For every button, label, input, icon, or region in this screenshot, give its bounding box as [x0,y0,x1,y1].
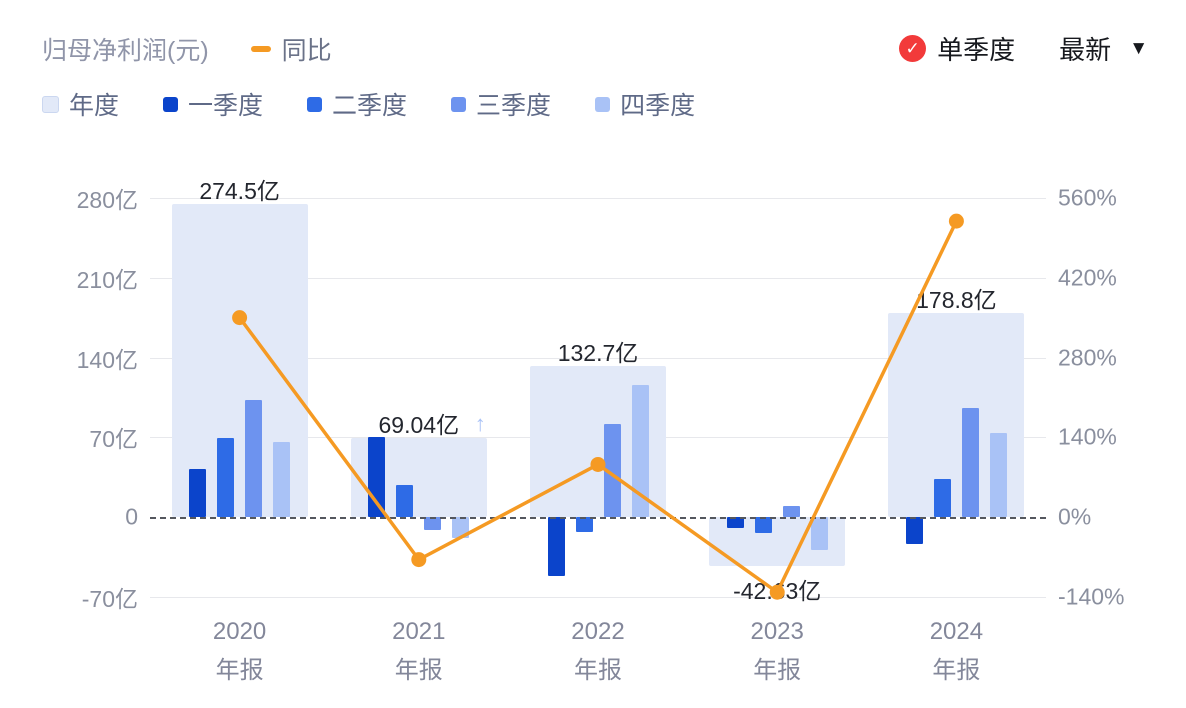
gridline [150,596,1046,598]
y-axis-label-left: 210亿 [76,266,138,293]
quarter-bar[interactable] [989,432,1007,517]
latest-dropdown[interactable]: 最新 ▼ [1059,30,1148,67]
quarter-bar[interactable] [961,407,979,517]
latest-label: 最新 [1059,35,1112,65]
quarter-bar[interactable] [905,517,923,545]
zero-line [150,517,1046,519]
y-axis-label-right: 560% [1058,184,1117,211]
legend-q2[interactable]: 二季度 [307,86,407,122]
y-axis-label-left: 70亿 [89,426,138,453]
chart-header: 归母净利润(元) 同比 ✓ 单季度 最新 ▼ [42,30,1148,67]
y-axis-label-right: 140% [1058,423,1117,450]
x-axis-period-label: 年报 [753,657,802,684]
chart-title: 归母净利润(元) [42,36,209,65]
q1-swatch [163,96,179,112]
annual-value-label: 69.04亿 [378,412,460,439]
y-axis-label-left: 280亿 [76,187,138,213]
legend-annual-label: 年度 [69,92,120,120]
annual-swatch [42,95,59,113]
x-axis-year-label: 2021 [392,618,446,645]
quarter-bar[interactable] [782,505,800,517]
x-axis-year-label: 2020 [212,618,267,645]
legend-q3-label: 三季度 [476,92,552,120]
legend-q4-label: 四季度 [620,92,696,120]
annual-value-label: 132.7亿 [557,339,639,366]
x-axis-period-label: 年报 [932,657,981,684]
quarter-bar[interactable] [189,469,207,517]
x-axis-period-label: 年报 [215,657,264,684]
x-axis-year-label: 2022 [571,618,625,645]
x-axis-period-label: 年报 [394,657,443,684]
quarter-bar[interactable] [547,517,565,577]
gridline [150,198,1046,199]
expand-arrow-icon[interactable]: ↑ [474,411,486,437]
legend-q1[interactable]: 一季度 [163,86,263,122]
legend-q1-label: 一季度 [188,92,264,120]
q4-swatch [595,96,611,112]
y-axis-label-left: 0 [125,503,138,530]
q2-swatch [307,96,323,112]
quarter-bar[interactable] [396,485,414,517]
annual-value-label: -42.63亿 [733,577,822,604]
q3-swatch [451,96,467,112]
legend-q3[interactable]: 三季度 [451,86,551,122]
quarter-bar[interactable] [631,384,649,517]
annual-value-label: 178.8亿 [916,287,997,314]
quarter-bar[interactable] [452,517,470,538]
quarter-bar[interactable] [754,517,772,533]
quarter-bar[interactable] [368,437,386,517]
check-icon: ✓ [899,35,927,62]
single-quarter-label: 单季度 [937,35,1016,65]
quarter-bar[interactable] [575,517,593,532]
x-axis-year-label: 2023 [750,618,804,645]
x-axis-year-label: 2024 [929,618,984,645]
series-legend: 年度 一季度 二季度 三季度 四季度 [42,86,695,122]
y-axis-label-left: -70亿 [81,585,138,612]
dropdown-caret-icon: ▼ [1129,37,1148,59]
yoy-point[interactable] [411,552,427,568]
legend-q2-label: 二季度 [332,92,408,120]
y-axis-label-left: 140亿 [76,346,138,373]
y-axis-label-right: 420% [1058,264,1117,291]
legend-annual[interactable]: 年度 [42,86,119,122]
quarter-bar[interactable] [273,441,291,517]
quarter-bar[interactable] [603,423,621,517]
legend-q4[interactable]: 四季度 [595,86,695,122]
yoy-legend-label: 同比 [281,36,332,65]
y-axis-label-right: 0% [1058,503,1092,530]
legend-yoy[interactable]: 同比 [250,31,332,67]
quarter-bar[interactable] [810,517,828,551]
annual-value-label: 274.5亿 [199,178,280,205]
y-axis-label-right: 280% [1058,344,1117,370]
x-axis-period-label: 年报 [574,657,622,684]
y-axis-label-right: -140% [1058,583,1125,610]
quarter-bar[interactable] [217,438,235,517]
yoy-line-swatch [250,45,271,52]
single-quarter-toggle[interactable]: ✓ 单季度 [899,30,1015,67]
quarter-bar[interactable] [933,479,951,517]
quarter-bar[interactable] [245,399,263,517]
yoy-point[interactable] [948,213,964,229]
